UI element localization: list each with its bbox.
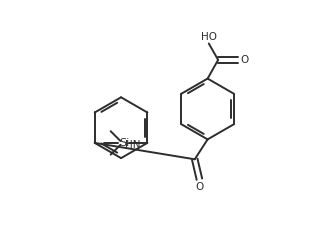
Text: HN: HN bbox=[124, 140, 140, 150]
Text: O: O bbox=[240, 55, 248, 65]
Text: Si: Si bbox=[119, 138, 129, 148]
Text: HO: HO bbox=[201, 32, 217, 42]
Text: O: O bbox=[195, 182, 204, 191]
